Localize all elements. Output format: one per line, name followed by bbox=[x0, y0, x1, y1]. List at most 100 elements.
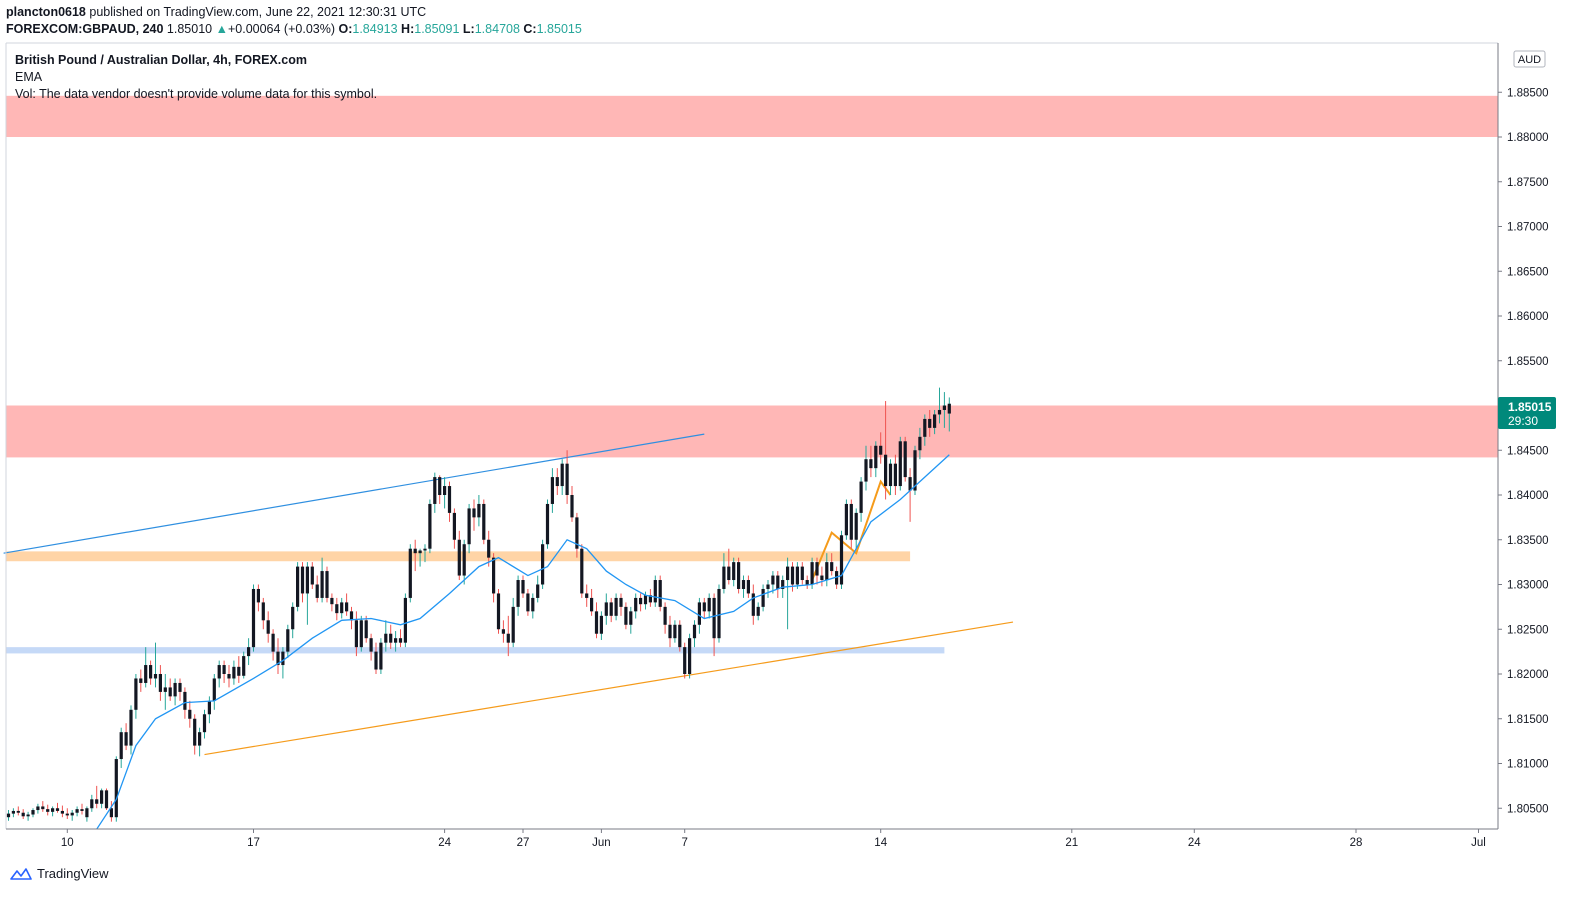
time-tick-label: 28 bbox=[1350, 837, 1363, 849]
candle-body bbox=[893, 463, 897, 487]
candle-body bbox=[888, 463, 893, 487]
price-tick-label: 1.87000 bbox=[1507, 222, 1549, 234]
candle bbox=[746, 575, 750, 598]
candle-body bbox=[487, 539, 491, 558]
candle bbox=[536, 575, 540, 603]
candle bbox=[193, 714, 197, 755]
candle bbox=[545, 499, 550, 549]
candle bbox=[438, 475, 442, 504]
candle bbox=[325, 566, 329, 603]
candle-body bbox=[212, 678, 216, 701]
candle-body bbox=[815, 562, 819, 576]
candle bbox=[702, 597, 706, 619]
candle-body bbox=[839, 535, 844, 585]
candle-body bbox=[247, 647, 251, 657]
candle bbox=[364, 615, 368, 643]
candle-body bbox=[90, 799, 94, 809]
candle bbox=[629, 606, 633, 634]
candle bbox=[408, 544, 412, 603]
price-tick-label: 1.86500 bbox=[1507, 266, 1549, 278]
candle-body bbox=[119, 732, 123, 760]
candle-body bbox=[776, 575, 780, 589]
candle-body bbox=[114, 759, 118, 818]
candle bbox=[830, 553, 834, 576]
candle-body bbox=[16, 810, 20, 813]
candle bbox=[482, 499, 486, 545]
candle bbox=[251, 584, 256, 652]
candle bbox=[349, 606, 354, 630]
candle bbox=[41, 801, 45, 812]
candle bbox=[639, 593, 643, 612]
candle-body bbox=[869, 459, 873, 469]
candle-body bbox=[374, 651, 378, 670]
candle bbox=[560, 459, 564, 495]
candle-body bbox=[349, 611, 354, 621]
time-tick-label: 27 bbox=[517, 837, 530, 849]
candle-body bbox=[942, 405, 946, 410]
drawings-layer bbox=[3, 433, 1014, 756]
candle bbox=[653, 575, 657, 607]
candle-body bbox=[918, 436, 922, 451]
candle-body bbox=[310, 566, 314, 585]
tradingview-branding[interactable]: TradingView bbox=[10, 866, 109, 881]
price-tick-label: 1.83500 bbox=[1507, 535, 1549, 547]
candle bbox=[276, 638, 280, 674]
publisher-name[interactable]: plancton0618 bbox=[6, 5, 86, 19]
candle-body bbox=[844, 503, 848, 536]
candle bbox=[673, 620, 677, 643]
candle bbox=[65, 808, 69, 819]
time-tick-label: Jun bbox=[592, 837, 611, 849]
candle bbox=[756, 602, 760, 621]
candle-body bbox=[634, 597, 638, 612]
candle bbox=[918, 427, 922, 460]
candle bbox=[330, 593, 334, 612]
candle-body bbox=[202, 714, 207, 733]
candle bbox=[60, 805, 64, 818]
price-tick-label: 1.83000 bbox=[1507, 580, 1549, 592]
candle-body bbox=[320, 571, 324, 598]
candle-body bbox=[11, 810, 15, 814]
candle bbox=[100, 788, 104, 809]
candle bbox=[315, 575, 319, 603]
candle-body bbox=[614, 597, 618, 616]
candle bbox=[261, 597, 265, 630]
candle-body bbox=[805, 580, 809, 585]
price-tick-label: 1.88000 bbox=[1507, 132, 1549, 144]
candle-body bbox=[452, 512, 456, 540]
candle bbox=[937, 387, 942, 424]
candle-body bbox=[31, 810, 35, 815]
candle-body bbox=[565, 463, 569, 495]
candle-body bbox=[134, 678, 138, 710]
candle-body bbox=[643, 595, 648, 605]
ema-line bbox=[8, 454, 950, 854]
currency-badge[interactable]: AUD bbox=[1513, 50, 1546, 68]
zones-layer bbox=[6, 95, 1498, 654]
candle-body bbox=[335, 604, 339, 614]
chart-title[interactable]: British Pound / Australian Dollar, 4h, F… bbox=[15, 53, 307, 67]
price-axis-bg[interactable] bbox=[1498, 0, 1575, 897]
candle-body bbox=[296, 566, 300, 607]
candle bbox=[286, 624, 290, 658]
publish-line: plancton0618 published on TradingView.co… bbox=[6, 5, 426, 19]
candle bbox=[139, 669, 143, 692]
candle bbox=[947, 397, 951, 432]
ema-legend[interactable]: EMA bbox=[15, 70, 43, 84]
candle bbox=[663, 602, 667, 634]
candle-body bbox=[60, 810, 64, 814]
candle bbox=[496, 588, 501, 634]
candle-body bbox=[408, 548, 412, 598]
candle bbox=[908, 468, 912, 522]
candle bbox=[506, 615, 510, 657]
candle bbox=[516, 575, 520, 616]
candle-body bbox=[251, 588, 256, 648]
candle-body bbox=[732, 562, 736, 581]
candle bbox=[232, 660, 236, 685]
candle-body bbox=[771, 575, 775, 585]
candle bbox=[859, 477, 863, 522]
candle-body bbox=[707, 597, 711, 612]
candle-body bbox=[384, 633, 388, 643]
candle-body bbox=[222, 665, 226, 674]
candle bbox=[85, 806, 89, 822]
candle-body bbox=[712, 597, 716, 639]
